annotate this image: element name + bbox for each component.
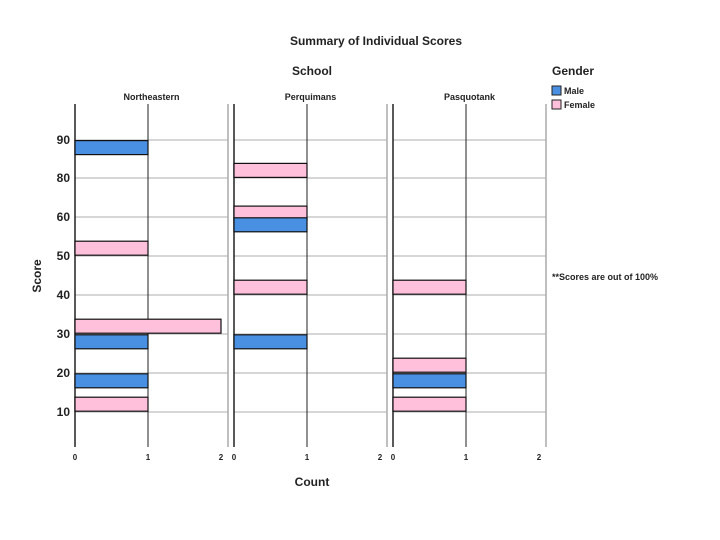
bar-female — [392, 396, 467, 412]
x-tick-label: 0 — [73, 453, 78, 462]
panel-header: Pasquotank — [444, 92, 496, 102]
panels: Northeastern 0 1 2 Perquimans 0 1 2 Pasquotank 0 1… — [73, 92, 547, 462]
panel-perquimans: Perquimans 0 1 2 — [232, 92, 388, 462]
x-tick-label: 2 — [219, 453, 224, 462]
x-tick-label: 2 — [378, 453, 383, 462]
bar-female — [74, 396, 149, 412]
bar-male — [74, 140, 149, 156]
chart-title: Summary of Individual Scores — [290, 34, 462, 48]
bar-male — [74, 373, 149, 389]
x-tick-label: 0 — [232, 453, 237, 462]
panel-title: School — [292, 64, 332, 78]
y-tick-label: 10 — [57, 405, 71, 419]
legend-swatch-male — [551, 85, 562, 96]
x-tick-label: 1 — [146, 453, 151, 462]
legend-title: Gender — [552, 64, 594, 78]
y-tick-label: 50 — [57, 249, 71, 263]
y-tick-label: 30 — [57, 327, 71, 341]
bar-male — [392, 373, 467, 389]
y-tick-label: 40 — [57, 288, 71, 302]
legend-swatch-female — [551, 99, 562, 110]
panel-header: Northeastern — [123, 92, 179, 102]
bar-male — [233, 334, 308, 350]
panel-pasquotank: Pasquotank 0 1 2 — [391, 92, 547, 462]
y-axis-label: Score — [30, 259, 44, 293]
legend-label-female: Female — [564, 100, 595, 110]
x-tick-label: 1 — [464, 453, 469, 462]
bar-male — [74, 334, 149, 350]
bar-female — [74, 318, 222, 334]
panel-header: Perquimans — [285, 92, 337, 102]
panel-northeastern: Northeastern 0 1 2 — [73, 92, 229, 462]
bar-female — [233, 162, 308, 178]
y-tick-label: 60 — [57, 210, 71, 224]
y-tick-label: 90 — [57, 133, 71, 147]
scores-note: **Scores are out of 100% — [552, 272, 658, 282]
bar-female — [233, 279, 308, 295]
x-tick-label: 2 — [537, 453, 542, 462]
bar-male — [233, 217, 308, 233]
x-tick-label: 0 — [391, 453, 396, 462]
x-tick-label: 1 — [305, 453, 310, 462]
legend: Male Female — [551, 85, 595, 110]
bar-female — [392, 279, 467, 295]
bar-female — [392, 357, 467, 373]
bar-female — [74, 240, 149, 256]
y-tick-label: 80 — [57, 171, 71, 185]
legend-label-male: Male — [564, 86, 584, 96]
y-tick-label: 20 — [57, 366, 71, 380]
x-axis-label: Count — [295, 475, 330, 489]
